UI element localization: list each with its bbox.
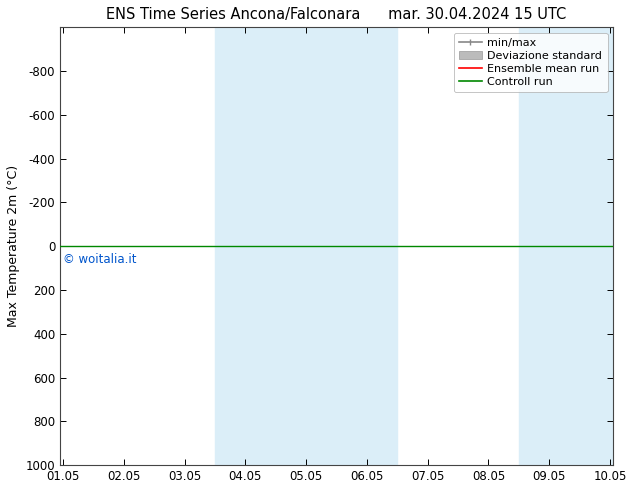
Title: ENS Time Series Ancona/Falconara      mar. 30.04.2024 15 UTC: ENS Time Series Ancona/Falconara mar. 30… (107, 7, 567, 22)
Y-axis label: Max Temperature 2m (°C): Max Temperature 2m (°C) (7, 165, 20, 327)
Bar (215, 27, 398, 465)
Legend: min/max, Deviazione standard, Ensemble mean run, Controll run: min/max, Deviazione standard, Ensemble m… (454, 33, 607, 92)
Text: © woitalia.it: © woitalia.it (63, 253, 136, 266)
Bar (519, 27, 634, 465)
